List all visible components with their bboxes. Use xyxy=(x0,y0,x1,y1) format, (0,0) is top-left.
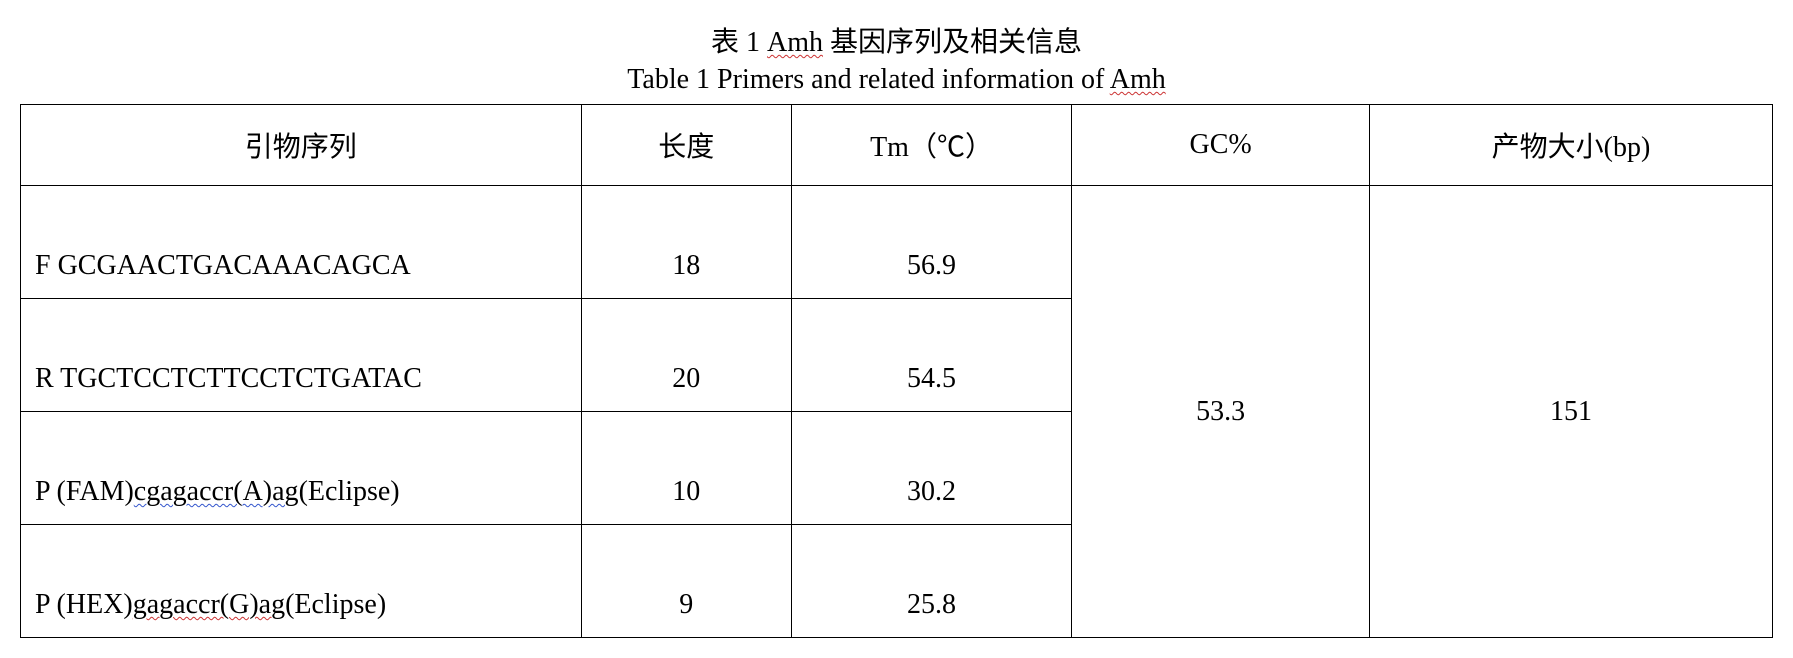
table-caption-cn: 表 1 Amh 基因序列及相关信息 xyxy=(20,20,1773,60)
primer-tm: 54.5 xyxy=(791,299,1071,412)
primer-length: 9 xyxy=(581,525,791,638)
caption-cn-suffix: 基因序列及相关信息 xyxy=(823,27,1082,58)
primer-tm: 56.9 xyxy=(791,186,1071,299)
table-row: F GCGAACTGACAAACAGCA1856.953.3151 xyxy=(21,186,1773,299)
col-header-tm: Tm（℃） xyxy=(791,105,1071,186)
primers-table: 引物序列 长度 Tm（℃） GC% 产物大小(bp) F GCGAACTGACA… xyxy=(20,104,1773,638)
seq-main: GCGAACTGACAAACAGCA xyxy=(58,250,411,281)
seq-prefix: P (FAM) xyxy=(35,476,134,507)
col-header-sequence: 引物序列 xyxy=(21,105,582,186)
primer-length: 20 xyxy=(581,299,791,412)
seq-prefix: P (HEX) xyxy=(35,589,133,620)
primer-sequence: F GCGAACTGACAAACAGCA xyxy=(21,186,582,299)
primer-length: 10 xyxy=(581,412,791,525)
seq-main: TGCTCCTCTTCCTCTGATAC xyxy=(60,363,422,394)
product-size: 151 xyxy=(1370,186,1773,638)
seq-main: gagaccr(G)ag xyxy=(133,589,285,620)
seq-prefix: R xyxy=(35,363,60,394)
col-header-product: 产物大小(bp) xyxy=(1370,105,1773,186)
seq-prefix: F xyxy=(35,250,58,281)
caption-en-term: Amh xyxy=(1110,64,1166,95)
primer-tm: 25.8 xyxy=(791,525,1071,638)
caption-cn-prefix: 表 1 xyxy=(711,27,767,58)
gc-percent: 53.3 xyxy=(1072,186,1370,638)
seq-suffix: (Eclipse) xyxy=(285,589,386,620)
caption-cn-term: Amh xyxy=(767,27,823,58)
caption-en-prefix: Table 1 Primers and related information … xyxy=(627,64,1109,95)
primer-length: 18 xyxy=(581,186,791,299)
seq-suffix: (Eclipse) xyxy=(299,476,400,507)
col-header-length: 长度 xyxy=(581,105,791,186)
table-caption-en: Table 1 Primers and related information … xyxy=(20,64,1773,96)
table-header-row: 引物序列 长度 Tm（℃） GC% 产物大小(bp) xyxy=(21,105,1773,186)
primer-tm: 30.2 xyxy=(791,412,1071,525)
col-header-gc: GC% xyxy=(1072,105,1370,186)
seq-main: cgagaccr(A)ag xyxy=(134,476,299,507)
primer-sequence: P (FAM)cgagaccr(A)ag(Eclipse) xyxy=(21,412,582,525)
primer-sequence: R TGCTCCTCTTCCTCTGATAC xyxy=(21,299,582,412)
primer-sequence: P (HEX)gagaccr(G)ag(Eclipse) xyxy=(21,525,582,638)
